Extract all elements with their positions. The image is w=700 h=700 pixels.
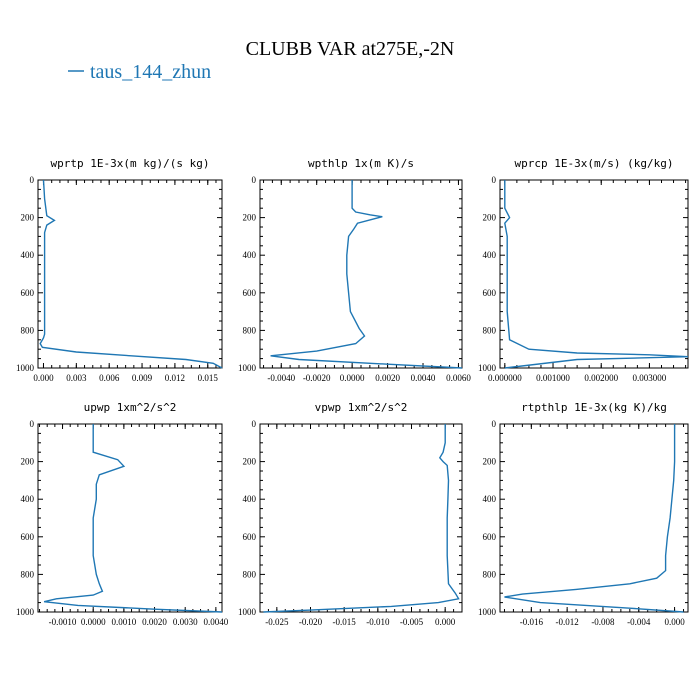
- x-tick-label: -0.015: [333, 617, 357, 627]
- x-tick-label: -0.012: [556, 617, 579, 627]
- plot-frame: [37, 179, 223, 369]
- figure-title: CLUBB VAR at275E,-2N: [246, 38, 455, 60]
- x-tick-label: 0.000: [33, 373, 54, 383]
- x-tick-label: 0.002000: [584, 373, 618, 383]
- series-line: [43, 424, 223, 613]
- y-tick-label: 1000: [238, 607, 257, 617]
- x-tick-label: -0.0020: [303, 373, 331, 383]
- y-tick-label: 600: [243, 532, 257, 542]
- y-tick-label: 200: [483, 457, 497, 467]
- y-tick-label: 200: [21, 457, 35, 467]
- x-tick-label: 0.003: [66, 373, 87, 383]
- y-tick-label: 400: [243, 250, 257, 260]
- x-tick-label: 0.000000: [488, 373, 522, 383]
- series-line: [504, 180, 689, 369]
- x-tick-label: 0.015: [198, 373, 219, 383]
- x-tick-label: -0.016: [520, 617, 544, 627]
- x-tick-label: 0.0030: [173, 617, 198, 627]
- y-tick-label: 1000: [478, 363, 497, 373]
- panel-title: rtpthlp 1E-3x(kg K)/kg: [521, 401, 667, 414]
- y-tick-label: 600: [21, 532, 35, 542]
- plot-frame: [499, 179, 689, 369]
- panel-title: vpwp 1xm^2/s^2: [315, 401, 408, 414]
- plot-frame: [499, 423, 689, 613]
- series-line: [504, 424, 684, 613]
- x-tick-label: 0.006: [99, 373, 120, 383]
- y-tick-label: 200: [243, 213, 257, 223]
- y-tick-label: 200: [243, 457, 257, 467]
- panel-6: rtpthlp 1E-3x(kg K)/kg 0 200 400 600 800 1000 -…: [478, 401, 689, 627]
- panel-title: wprtp 1E-3x(m kg)/(s kg): [51, 157, 210, 170]
- panel-2: wpthlp 1x(m K)/s 0 200 400 600 800 1000 -0.0040…: [238, 157, 471, 383]
- y-tick-label: 800: [21, 325, 35, 335]
- x-tick-label: -0.010: [366, 617, 390, 627]
- x-tick-label: 0.0020: [375, 373, 400, 383]
- plot-frame: [37, 423, 223, 613]
- y-tick-label: 400: [483, 250, 497, 260]
- y-tick-label: 800: [483, 325, 497, 335]
- legend: taus_144_zhun: [68, 61, 211, 83]
- series-line: [270, 180, 463, 369]
- y-tick-label: 600: [243, 288, 257, 298]
- y-tick-label: 600: [21, 288, 35, 298]
- y-tick-label: 400: [243, 494, 257, 504]
- y-tick-label: 0: [30, 419, 35, 429]
- y-tick-label: 800: [21, 569, 35, 579]
- panel-title: wprcp 1E-3x(m/s) (kg/kg): [515, 157, 674, 170]
- panel-5: vpwp 1xm^2/s^2 0 200 400 600 800 1000 -0.025 -0.…: [238, 401, 463, 627]
- y-tick-label: 0: [492, 175, 497, 185]
- y-tick-label: 0: [492, 419, 497, 429]
- x-tick-label: -0.004: [627, 617, 651, 627]
- x-tick-label: 0.0020: [142, 617, 167, 627]
- panel-title: wpthlp 1x(m K)/s: [308, 157, 414, 170]
- series-line: [39, 179, 223, 369]
- y-tick-label: 0: [252, 175, 257, 185]
- panels-group: wprtp 1E-3x(m kg)/(s kg) 0 200 400 600 800 100…: [16, 157, 689, 627]
- x-tick-label: 0.012: [165, 373, 185, 383]
- x-tick-label: 0.001000: [536, 373, 570, 383]
- y-tick-label: 600: [483, 288, 497, 298]
- y-tick-label: 400: [483, 494, 497, 504]
- y-tick-label: 1000: [238, 363, 257, 373]
- x-tick-label: -0.005: [400, 617, 424, 627]
- x-tick-label: -0.025: [265, 617, 289, 627]
- x-tick-label: -0.0040: [267, 373, 295, 383]
- panel-4: upwp 1xm^2/s^2 0 200 400 600 800 1000 -0.0010 0.…: [16, 401, 229, 627]
- plot-frame: [259, 423, 463, 613]
- x-tick-label: 0.0010: [111, 617, 136, 627]
- legend-label: taus_144_zhun: [90, 61, 211, 83]
- x-tick-label: 0.000: [664, 617, 685, 627]
- series-line: [263, 424, 460, 613]
- x-tick-label: 0.0040: [411, 373, 436, 383]
- y-tick-label: 800: [243, 569, 257, 579]
- y-tick-label: 200: [21, 213, 35, 223]
- x-tick-label: 0.000: [435, 617, 456, 627]
- x-tick-label: 0.0000: [81, 617, 106, 627]
- y-tick-label: 400: [21, 250, 35, 260]
- y-tick-label: 1000: [16, 363, 35, 373]
- panel-3: wprcp 1E-3x(m/s) (kg/kg) 0 200 400 600 800 100…: [478, 157, 689, 383]
- x-tick-label: -0.020: [299, 617, 323, 627]
- y-tick-label: 1000: [478, 607, 497, 617]
- y-tick-label: 1000: [16, 607, 35, 617]
- x-tick-label: 0.0060: [446, 373, 471, 383]
- y-tick-label: 0: [252, 419, 257, 429]
- y-tick-label: 600: [483, 532, 497, 542]
- y-tick-label: 800: [243, 325, 257, 335]
- x-tick-label: 0.0040: [203, 617, 228, 627]
- x-tick-label: 0.003000: [633, 373, 667, 383]
- panel-title: upwp 1xm^2/s^2: [84, 401, 177, 414]
- y-tick-label: 200: [483, 213, 497, 223]
- y-tick-label: 400: [21, 494, 35, 504]
- y-tick-label: 800: [483, 569, 497, 579]
- panel-1: wprtp 1E-3x(m kg)/(s kg) 0 200 400 600 800 100…: [16, 157, 223, 383]
- x-tick-label: -0.0010: [49, 617, 77, 627]
- x-tick-label: 0.0000: [340, 373, 365, 383]
- x-tick-label: -0.008: [591, 617, 615, 627]
- x-tick-label: 0.009: [132, 373, 153, 383]
- y-tick-label: 0: [30, 175, 35, 185]
